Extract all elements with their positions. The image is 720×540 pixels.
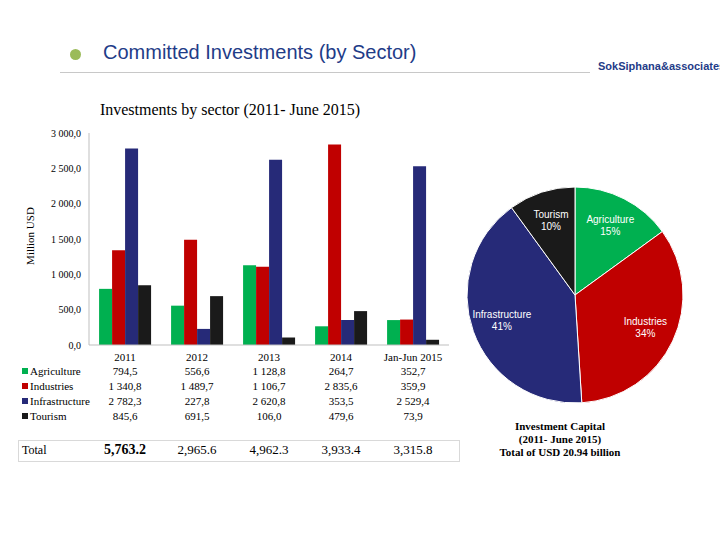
svg-text:500,0: 500,0 [59, 304, 82, 315]
html-text:352,7: 352,7 [400, 365, 426, 377]
html-text:1 106,7: 1 106,7 [252, 380, 286, 392]
html-text:106,0: 106,0 [256, 410, 282, 422]
html-text:691,5: 691,5 [184, 410, 210, 422]
html-text:1 128,8: 1 128,8 [252, 365, 286, 377]
html-text:(2011- June 2015): (2011- June 2015) [518, 433, 602, 445]
html-text:3,315.8: 3,315.8 [393, 442, 433, 457]
html-text:2 529,4: 2 529,4 [396, 395, 430, 407]
html-text:845,6: 845,6 [112, 410, 138, 422]
svg-text:Jan-Jun 2015: Jan-Jun 2015 [384, 351, 443, 363]
svg-text:Industries34%: Industries34% [624, 316, 667, 339]
html-text:Agriculture: Agriculture [30, 365, 81, 377]
svg-text:2011: 2011 [114, 351, 136, 363]
html-text:353,5: 353,5 [328, 395, 354, 407]
html-text:Total of USD 20.94 billion: Total of USD 20.94 billion [499, 446, 621, 458]
html-text:794,5: 794,5 [112, 365, 138, 377]
svg-text:1 000,0: 1 000,0 [51, 269, 81, 280]
svg-text:3 000,0: 3 000,0 [51, 128, 81, 139]
svg-text:2 500,0: 2 500,0 [51, 163, 81, 174]
html-text:Total: Total [22, 443, 47, 457]
svg-text:2014: 2014 [330, 351, 353, 363]
html-text:3,933.4: 3,933.4 [321, 442, 361, 457]
html-text:Committed Investments (by Sect: Committed Investments (by Sector) [103, 41, 417, 63]
html-text:2 782,3: 2 782,3 [108, 395, 142, 407]
html-text:227,8: 227,8 [184, 395, 210, 407]
html-text:73,9: 73,9 [403, 410, 423, 422]
html-text:2,965.6: 2,965.6 [177, 442, 217, 457]
svg-text:2012: 2012 [186, 351, 208, 363]
html-text:479,6: 479,6 [328, 410, 354, 422]
html-text:Industries: Industries [30, 380, 74, 392]
svg-text:Agriculture15%: Agriculture15% [586, 214, 634, 237]
html-text:2 835,6: 2 835,6 [324, 380, 358, 392]
svg-text:1 500,0: 1 500,0 [51, 234, 81, 245]
html-text:556,6: 556,6 [184, 365, 210, 377]
html-text:Infrastructure: Infrastructure [30, 395, 90, 407]
svg-text:Tourism10%: Tourism10% [533, 209, 568, 232]
html-text:Investments by sector (2011- J: Investments by sector (2011- June 2015) [99, 101, 361, 118]
svg-text:Infrastructure41%: Infrastructure41% [472, 309, 531, 332]
html-text:2 620,8: 2 620,8 [252, 395, 286, 407]
svg-text:2013: 2013 [258, 351, 281, 363]
html-text:Investment Capital: Investment Capital [514, 420, 606, 432]
html-text:359,9: 359,9 [400, 380, 426, 392]
svg-text:2 000,0: 2 000,0 [51, 198, 81, 209]
html-text:Tourism: Tourism [30, 410, 67, 422]
svg-text:0,0: 0,0 [69, 340, 82, 351]
html-text:5,763.2: 5,763.2 [104, 442, 146, 457]
html-text:1 489,7: 1 489,7 [180, 380, 214, 392]
html-text:1 340,8: 1 340,8 [108, 380, 142, 392]
html-text:4,962.3: 4,962.3 [249, 442, 289, 457]
html-text:Million USD: Million USD [24, 207, 36, 265]
html-text:264,7: 264,7 [328, 365, 354, 377]
